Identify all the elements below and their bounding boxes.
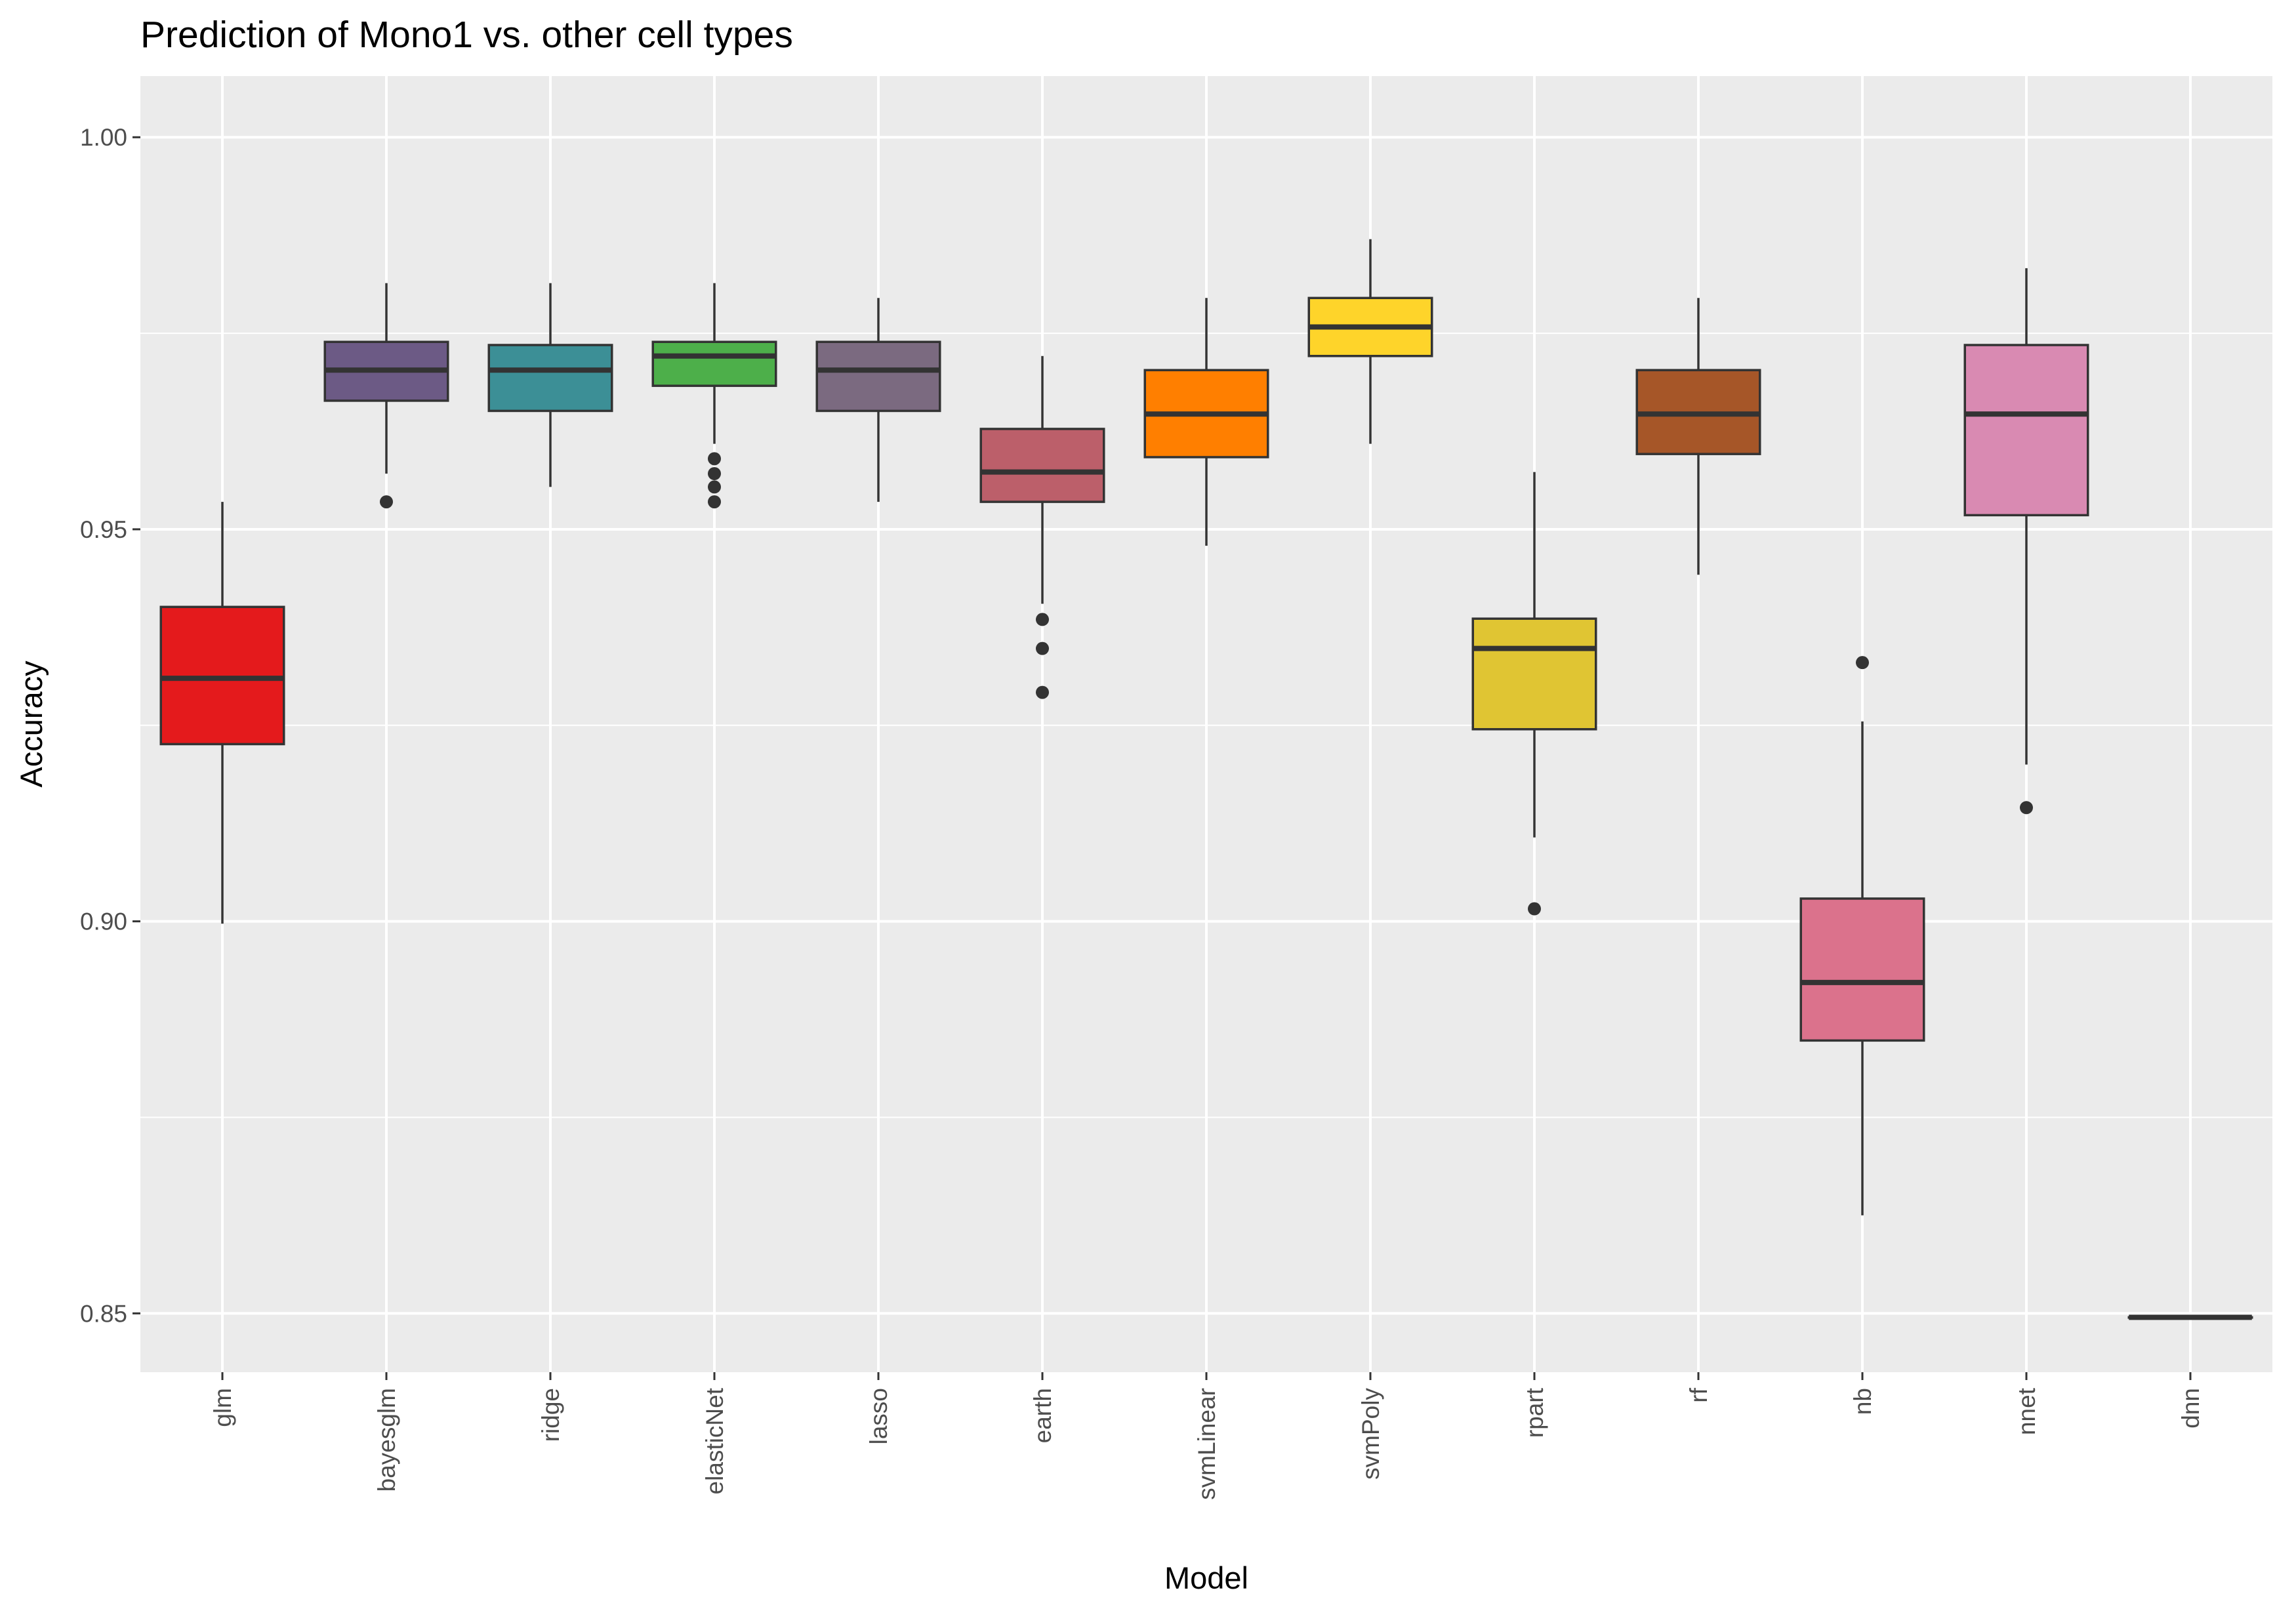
outlier-point [2020,801,2033,815]
x-tick-label: elasticNet [701,1387,728,1494]
box-svmPoly [1307,239,1433,444]
x-tick-label: svmLinear [1193,1388,1220,1500]
box-body [1963,344,2089,517]
box-glm [159,502,285,924]
outlier-point [708,467,721,481]
box-rpart [1471,472,1597,916]
x-axis: glm bayesglm ridge elasticNet lasso earth svmL… [209,1372,2204,1500]
box-lasso [815,298,941,502]
x-tick-label: glm [209,1388,236,1427]
y-axis-title: Accuracy [14,661,49,788]
box-dnn [2127,1314,2253,1320]
box-body [159,605,285,746]
outlier-point [1856,656,1869,670]
x-tick-label: rf [1685,1387,1712,1402]
box-body [651,340,777,387]
y-tick-label: 0.90 [80,908,127,935]
outlier-point [708,495,721,509]
x-tick-label: lasso [865,1388,892,1444]
box-nnet [1963,268,2089,815]
x-tick-label: rpart [1521,1387,1548,1438]
box-rf [1635,298,1761,575]
box-body [815,340,941,413]
x-tick-label: earth [1029,1388,1056,1443]
box-body [979,428,1105,503]
outlier-point [708,452,721,466]
x-tick-label: nb [1849,1388,1876,1415]
box-body [1471,617,1597,731]
outlier-point [1528,902,1541,916]
x-tick-label: bayesglm [373,1388,400,1492]
x-tick-label: ridge [537,1388,564,1442]
y-tick-label: 0.85 [80,1300,127,1327]
x-tick-label: dnn [2177,1388,2204,1429]
x-tick-label: nnet [2013,1387,2040,1435]
box-nb [1799,656,1925,1215]
box-series [159,239,2253,1320]
box-bayesglm [323,283,449,509]
box-earth [979,356,1105,699]
outlier-point [1036,613,1049,626]
y-axis: 0.85 0.90 0.95 1.00 [80,124,140,1327]
outlier-point [708,480,721,494]
y-tick-label: 0.95 [80,516,127,543]
x-tick-label: svmPoly [1357,1388,1384,1480]
x-axis-title: Model [1164,1560,1248,1595]
box-body [487,344,613,413]
box-ridge [487,283,613,487]
outlier-point [1036,685,1049,699]
outlier-point [1036,641,1049,655]
y-tick-label: 1.00 [80,124,127,151]
chart-title: Prediction of Mono1 vs. other cell types [140,14,793,56]
box-elasticNet [651,283,777,509]
box-body [1799,897,1925,1042]
outlier-point [380,495,393,509]
box-svmLinear [1143,298,1269,546]
